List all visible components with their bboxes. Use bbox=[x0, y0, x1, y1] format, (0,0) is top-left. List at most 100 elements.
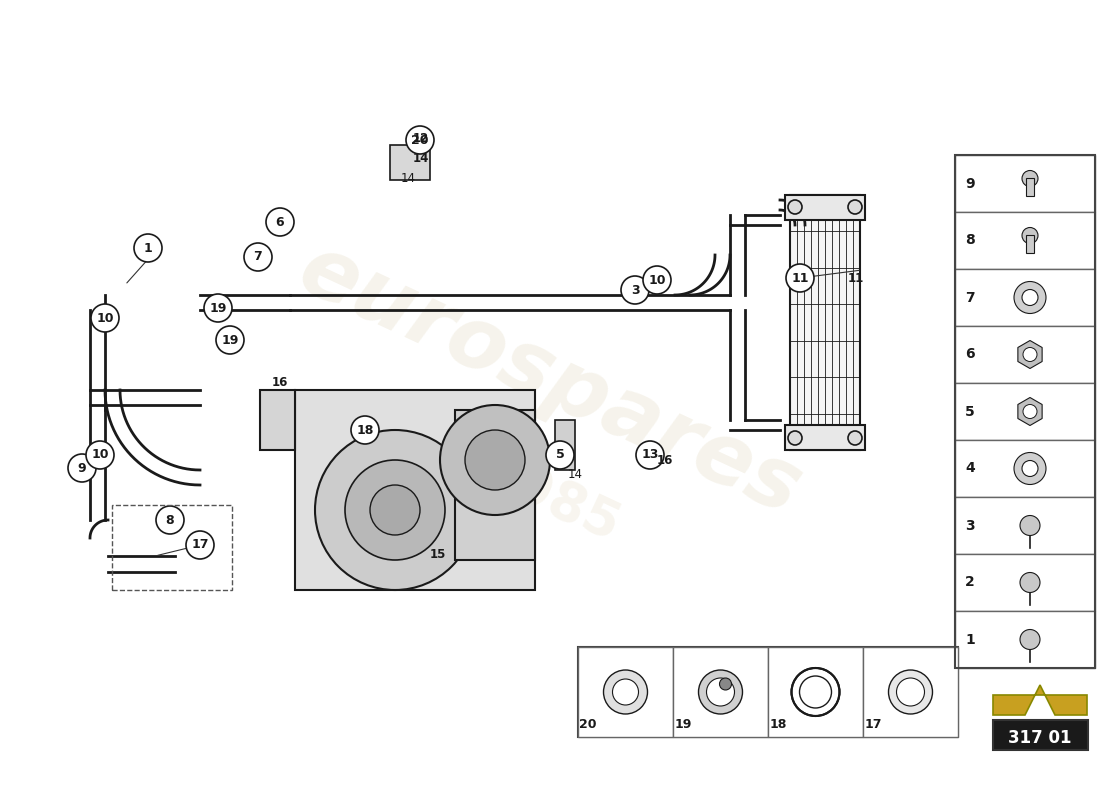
Text: 317 01: 317 01 bbox=[1009, 729, 1071, 747]
Text: 18: 18 bbox=[769, 718, 786, 731]
Circle shape bbox=[848, 200, 862, 214]
FancyBboxPatch shape bbox=[955, 212, 1094, 269]
Circle shape bbox=[1020, 515, 1040, 535]
Text: 6: 6 bbox=[276, 215, 284, 229]
Text: 15: 15 bbox=[430, 549, 447, 562]
Circle shape bbox=[1022, 170, 1038, 186]
Text: 10: 10 bbox=[91, 449, 109, 462]
Circle shape bbox=[896, 678, 924, 706]
Circle shape bbox=[1022, 461, 1038, 477]
FancyBboxPatch shape bbox=[260, 390, 295, 450]
Text: 17: 17 bbox=[865, 718, 882, 731]
Text: 20: 20 bbox=[580, 718, 596, 731]
Circle shape bbox=[440, 405, 550, 515]
Circle shape bbox=[68, 454, 96, 482]
Circle shape bbox=[1020, 573, 1040, 593]
Text: 9: 9 bbox=[965, 177, 975, 190]
Circle shape bbox=[788, 431, 802, 445]
FancyBboxPatch shape bbox=[1026, 178, 1034, 195]
Circle shape bbox=[315, 430, 475, 590]
Circle shape bbox=[266, 208, 294, 236]
Circle shape bbox=[91, 304, 119, 332]
Circle shape bbox=[889, 670, 933, 714]
Circle shape bbox=[546, 441, 574, 469]
FancyBboxPatch shape bbox=[1026, 234, 1034, 253]
Text: 17: 17 bbox=[191, 538, 209, 551]
Text: 5: 5 bbox=[965, 405, 975, 418]
Text: 10: 10 bbox=[97, 311, 113, 325]
Circle shape bbox=[719, 678, 732, 690]
FancyBboxPatch shape bbox=[455, 410, 535, 560]
Text: 11: 11 bbox=[848, 271, 865, 285]
Circle shape bbox=[604, 670, 648, 714]
FancyBboxPatch shape bbox=[955, 269, 1094, 326]
Text: 3: 3 bbox=[630, 283, 639, 297]
FancyBboxPatch shape bbox=[390, 145, 430, 180]
Circle shape bbox=[786, 264, 814, 292]
Text: 8: 8 bbox=[166, 514, 174, 526]
Circle shape bbox=[186, 531, 214, 559]
FancyBboxPatch shape bbox=[864, 647, 958, 737]
Text: 14: 14 bbox=[400, 171, 416, 185]
Text: 1: 1 bbox=[144, 242, 153, 254]
Circle shape bbox=[406, 126, 434, 154]
FancyBboxPatch shape bbox=[578, 647, 673, 737]
Circle shape bbox=[86, 441, 114, 469]
Circle shape bbox=[1014, 453, 1046, 485]
Circle shape bbox=[1023, 405, 1037, 418]
Text: 11: 11 bbox=[791, 271, 808, 285]
Circle shape bbox=[621, 276, 649, 304]
Circle shape bbox=[1022, 227, 1038, 243]
Text: 13: 13 bbox=[641, 449, 659, 462]
FancyBboxPatch shape bbox=[993, 720, 1088, 750]
Circle shape bbox=[156, 506, 184, 534]
Text: 19: 19 bbox=[221, 334, 239, 346]
FancyBboxPatch shape bbox=[790, 195, 860, 450]
FancyBboxPatch shape bbox=[955, 440, 1094, 497]
Circle shape bbox=[613, 679, 638, 705]
Circle shape bbox=[244, 243, 272, 271]
Polygon shape bbox=[1018, 341, 1042, 369]
Text: 6: 6 bbox=[965, 347, 975, 362]
Text: 8: 8 bbox=[965, 234, 975, 247]
FancyBboxPatch shape bbox=[556, 420, 575, 470]
Circle shape bbox=[1022, 290, 1038, 306]
Text: 5: 5 bbox=[556, 449, 564, 462]
Polygon shape bbox=[1018, 398, 1042, 426]
Text: 18: 18 bbox=[356, 423, 374, 437]
Text: 9: 9 bbox=[78, 462, 86, 474]
Text: 4: 4 bbox=[965, 462, 975, 475]
Text: 1: 1 bbox=[965, 633, 975, 646]
Circle shape bbox=[351, 416, 380, 444]
FancyBboxPatch shape bbox=[955, 326, 1094, 383]
Text: 1985: 1985 bbox=[473, 446, 627, 554]
Text: eurospares: eurospares bbox=[286, 227, 814, 533]
Circle shape bbox=[345, 460, 446, 560]
Text: 10: 10 bbox=[648, 274, 666, 286]
Circle shape bbox=[204, 294, 232, 322]
Circle shape bbox=[644, 266, 671, 294]
Circle shape bbox=[1014, 282, 1046, 314]
FancyBboxPatch shape bbox=[295, 390, 535, 590]
Circle shape bbox=[792, 668, 839, 716]
Circle shape bbox=[465, 430, 525, 490]
Text: 19: 19 bbox=[209, 302, 227, 314]
Circle shape bbox=[216, 326, 244, 354]
Text: 12: 12 bbox=[412, 131, 429, 145]
Circle shape bbox=[370, 485, 420, 535]
FancyBboxPatch shape bbox=[955, 383, 1094, 440]
Circle shape bbox=[134, 234, 162, 262]
Text: 14: 14 bbox=[568, 469, 583, 482]
FancyBboxPatch shape bbox=[768, 647, 864, 737]
FancyBboxPatch shape bbox=[578, 647, 958, 737]
Text: 14: 14 bbox=[412, 151, 429, 165]
Text: 3: 3 bbox=[965, 518, 975, 533]
Circle shape bbox=[1020, 630, 1040, 650]
Circle shape bbox=[706, 678, 735, 706]
FancyBboxPatch shape bbox=[955, 155, 1094, 212]
FancyBboxPatch shape bbox=[785, 195, 865, 220]
Text: 19: 19 bbox=[674, 718, 692, 731]
Text: 2: 2 bbox=[965, 575, 975, 590]
Text: 16: 16 bbox=[657, 454, 673, 466]
Circle shape bbox=[788, 200, 802, 214]
